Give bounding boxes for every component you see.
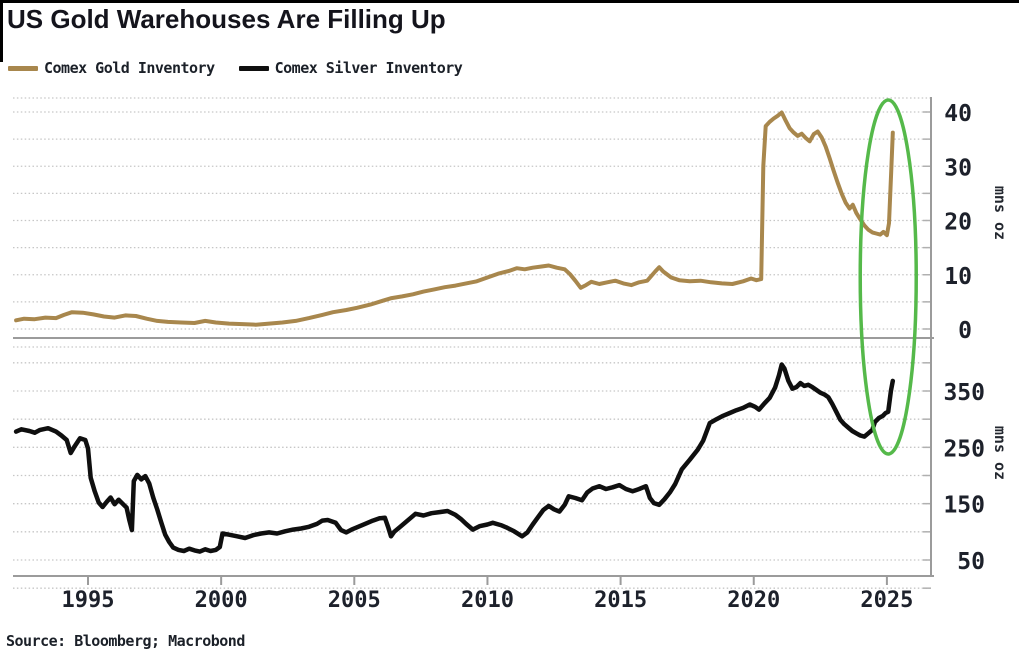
y-tick-label: 0 xyxy=(958,318,972,344)
window-border-left xyxy=(0,0,3,62)
legend: Comex Gold Inventory Comex Silver Invent… xyxy=(8,58,486,78)
x-tick-label: 2010 xyxy=(461,588,514,613)
y-tick-label: 10 xyxy=(944,264,972,290)
y-tick-label: 50 xyxy=(957,549,985,575)
highlight-ellipse-2025-spike xyxy=(858,98,918,456)
x-tick-label: 2005 xyxy=(328,588,381,613)
x-tick-label: 2020 xyxy=(727,588,780,613)
y-tick-label: 250 xyxy=(943,436,985,462)
x-tick-label: 2015 xyxy=(594,588,647,613)
x-tick-label: 2000 xyxy=(195,588,248,613)
chart-title: US Gold Warehouses Are Filling Up xyxy=(7,4,446,34)
y-tick-label: 40 xyxy=(944,101,972,127)
y-tick-label: 20 xyxy=(944,210,972,236)
y-tick-label: 350 xyxy=(943,380,985,406)
y-axis-unit-label: mns oz xyxy=(991,426,1009,480)
source-note: Source: Bloomberg; Macrobond xyxy=(6,632,245,650)
silver-inventory-line xyxy=(13,362,896,554)
legend-label-gold: Comex Gold Inventory xyxy=(44,59,215,77)
x-tick-label: 2025 xyxy=(860,588,913,613)
y-tick-label: 30 xyxy=(944,155,972,181)
legend-swatch-silver-icon xyxy=(238,65,269,71)
window-border-top xyxy=(0,0,1019,3)
y-tick-label: 150 xyxy=(943,493,985,519)
x-tick-label: 1995 xyxy=(62,588,115,613)
legend-label-silver: Comex Silver Inventory xyxy=(274,59,463,77)
y-axis-unit-label: mns oz xyxy=(991,186,1009,240)
legend-swatch-gold-icon xyxy=(8,65,38,71)
gold-inventory-line xyxy=(14,110,895,327)
